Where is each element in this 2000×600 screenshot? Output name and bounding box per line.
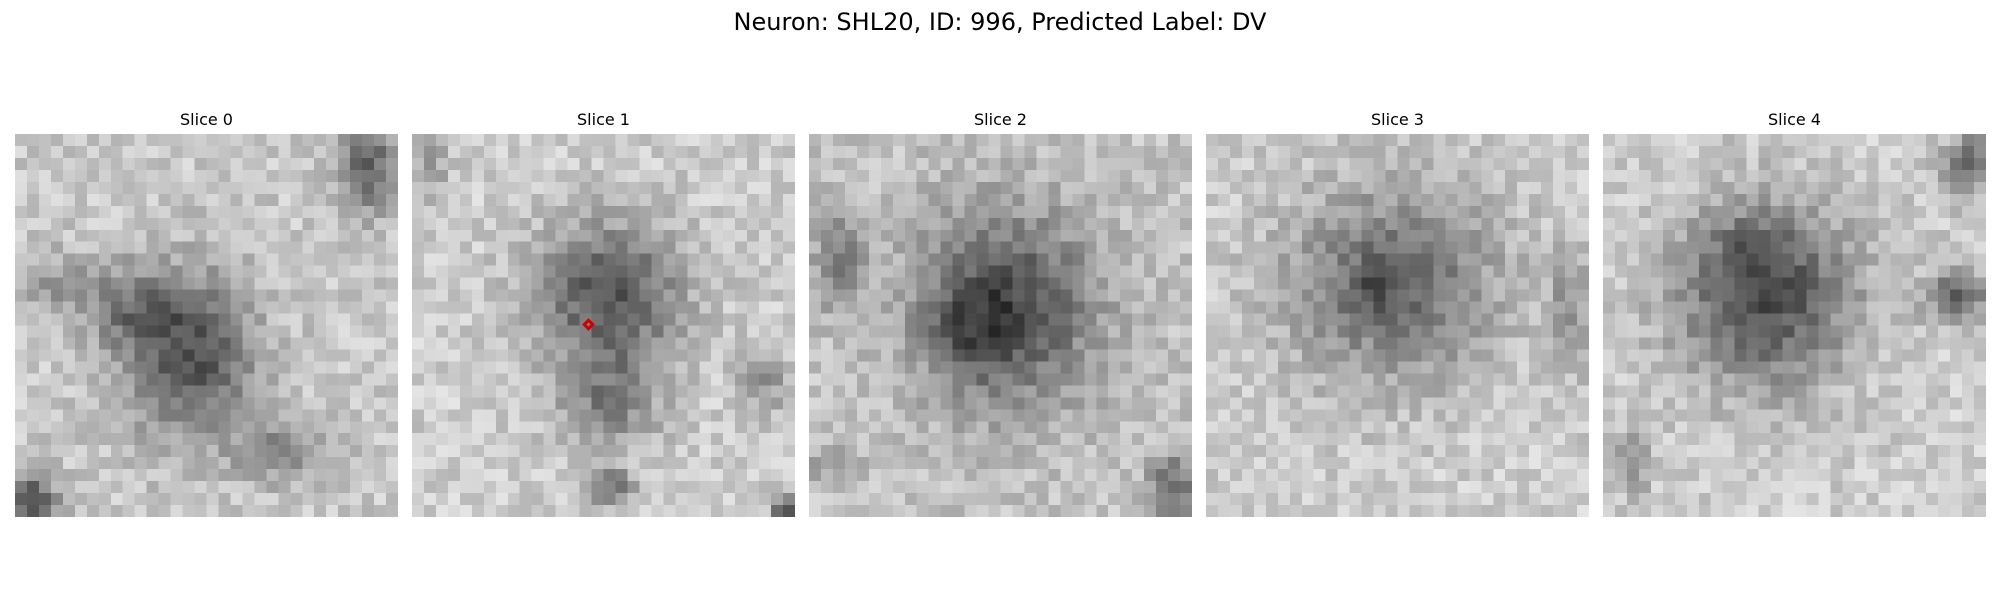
slice-title: Slice 3 xyxy=(1371,110,1424,129)
slice-panel-2: Slice 2 xyxy=(809,108,1192,517)
slice-title: Slice 0 xyxy=(180,110,233,129)
slice-image xyxy=(809,134,1192,517)
slice-image xyxy=(1206,134,1589,517)
slice-panel-4: Slice 4 xyxy=(1603,108,1986,517)
slice-title: Slice 2 xyxy=(974,110,1027,129)
slice-title: Slice 4 xyxy=(1768,110,1821,129)
slice-image xyxy=(1603,134,1986,517)
slice-panel-1: Slice 1 xyxy=(412,108,795,517)
slice-title: Slice 1 xyxy=(577,110,630,129)
slice-image xyxy=(15,134,398,517)
slice-panel-3: Slice 3 xyxy=(1206,108,1589,517)
slice-image xyxy=(412,134,795,517)
figure-title: Neuron: SHL20, ID: 996, Predicted Label:… xyxy=(733,8,1267,36)
slice-panel-0: Slice 0 xyxy=(15,108,398,517)
